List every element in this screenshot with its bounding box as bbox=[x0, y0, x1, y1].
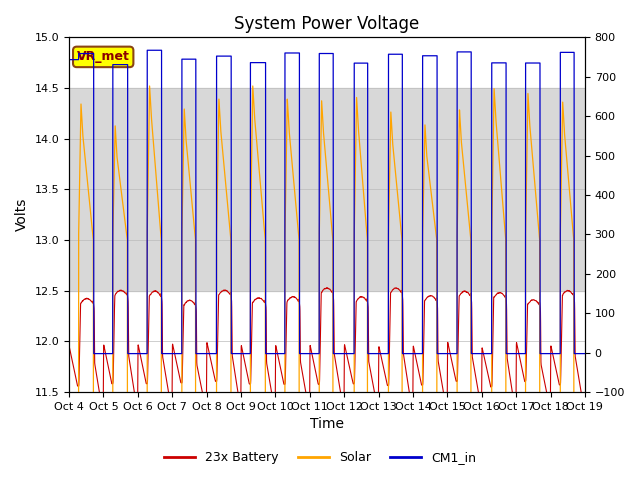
Y-axis label: Volts: Volts bbox=[15, 198, 29, 231]
Title: System Power Voltage: System Power Voltage bbox=[234, 15, 420, 33]
Text: VR_met: VR_met bbox=[77, 50, 130, 63]
Legend: 23x Battery, Solar, CM1_in: 23x Battery, Solar, CM1_in bbox=[159, 446, 481, 469]
X-axis label: Time: Time bbox=[310, 418, 344, 432]
Bar bbox=[69, 88, 585, 291]
